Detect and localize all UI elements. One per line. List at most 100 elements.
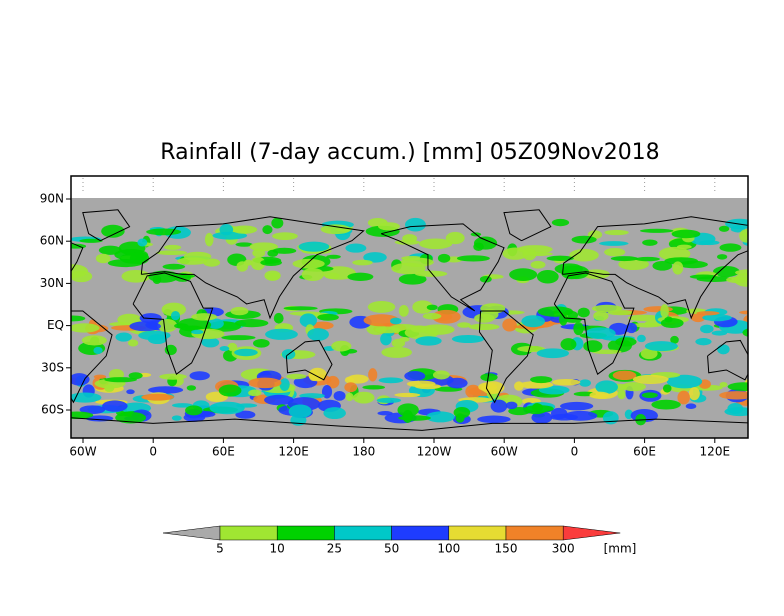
rain-patch [94, 375, 106, 379]
rain-patch [82, 335, 107, 345]
map-title: Rainfall (7-day accum.) [mm] 05Z09Nov201… [160, 140, 659, 165]
rain-patch [717, 254, 727, 259]
colorbar-swatch [220, 526, 277, 540]
rain-patch [126, 389, 134, 394]
colorbar-label: 150 [495, 542, 518, 556]
rain-patch [307, 328, 329, 341]
rain-patch [104, 384, 114, 391]
lon-label: 0 [571, 445, 579, 459]
rain-patch [637, 335, 646, 342]
rain-patch [585, 327, 615, 339]
rain-patch [423, 313, 442, 320]
rain-patch [234, 349, 258, 356]
rain-patch [640, 229, 674, 233]
rain-patch [651, 400, 680, 410]
rain-patch [446, 232, 465, 244]
rain-patch [148, 386, 183, 393]
rain-patch [260, 259, 282, 266]
rain-patch [252, 249, 265, 258]
rain-patch [491, 400, 508, 413]
rain-patch [405, 218, 426, 232]
lat-label: 30S [41, 360, 64, 374]
rain-patch [415, 271, 447, 277]
rain-patch [603, 411, 619, 424]
rain-patch [593, 311, 608, 321]
rain-patch [323, 407, 345, 419]
rain-patch [262, 225, 272, 234]
rain-patch [397, 403, 418, 416]
rain-patch [411, 325, 427, 332]
rain-patch [426, 411, 455, 422]
rain-patch [552, 219, 569, 226]
rain-patch [712, 331, 727, 336]
rain-patch [220, 346, 230, 351]
rain-patch [750, 343, 770, 356]
rain-patch [271, 218, 283, 229]
lon-label: 60E [633, 445, 656, 459]
rain-patch [538, 306, 573, 316]
rain-patch [171, 311, 180, 320]
rain-patch [699, 240, 719, 245]
rain-patch [611, 256, 638, 261]
lat-label: EQ [47, 318, 64, 332]
rain-patch [146, 229, 181, 236]
colorbar-label: 300 [552, 542, 575, 556]
rain-patch [248, 378, 281, 389]
rain-patch [353, 392, 374, 404]
rain-patch [521, 315, 545, 327]
rain-patch [506, 402, 518, 410]
colorbar-swatch [277, 526, 334, 540]
rain-patch [317, 314, 339, 321]
rain-patch [739, 310, 766, 314]
rain-patch [547, 256, 574, 261]
rain-patch [480, 303, 505, 313]
rain-patch [61, 315, 85, 321]
rain-patch [578, 308, 590, 318]
rain-patch [264, 270, 280, 280]
rain-patch [248, 390, 261, 397]
rain-patch [293, 259, 325, 269]
rain-patch [191, 313, 217, 320]
colorbar-swatch [449, 526, 506, 540]
rain-patch [274, 313, 284, 324]
rain-patch [345, 393, 353, 401]
rain-patch [228, 343, 238, 352]
rain-patch [253, 339, 270, 348]
rain-patch [617, 389, 625, 399]
rain-patch [457, 255, 490, 261]
rain-patch [728, 382, 760, 391]
rain-patch [689, 387, 700, 400]
rain-patch [102, 400, 127, 411]
rain-patch [560, 402, 593, 410]
colorbar-label: 5 [216, 542, 224, 556]
rain-patch [672, 230, 701, 239]
colorbar-label: 10 [270, 542, 285, 556]
rain-patch [726, 277, 749, 283]
rain-patch [130, 252, 149, 264]
rain-patch [164, 245, 181, 250]
rain-patch [560, 338, 576, 350]
rain-patch [398, 415, 431, 421]
rain-patch [210, 402, 245, 415]
lat-label: 90N [40, 192, 64, 206]
rain-patch [564, 411, 597, 421]
rain-patch [368, 301, 395, 313]
rain-patch [530, 376, 552, 383]
rain-patch [236, 403, 257, 407]
rain-patch [153, 275, 162, 284]
rain-patch [148, 334, 167, 344]
rain-patch [613, 371, 637, 380]
colorbar-label: 100 [437, 542, 460, 556]
rain-patch [469, 324, 500, 330]
lon-label: 180 [352, 445, 375, 459]
rain-patch [502, 247, 528, 259]
rain-patch [187, 385, 196, 390]
rain-patch [404, 371, 425, 381]
rain-patch [172, 415, 182, 420]
rain-patch [599, 241, 628, 246]
rain-patch [717, 344, 729, 354]
lat-label: 30N [40, 276, 64, 290]
rain-patch [427, 305, 438, 311]
rain-patch [99, 246, 122, 255]
